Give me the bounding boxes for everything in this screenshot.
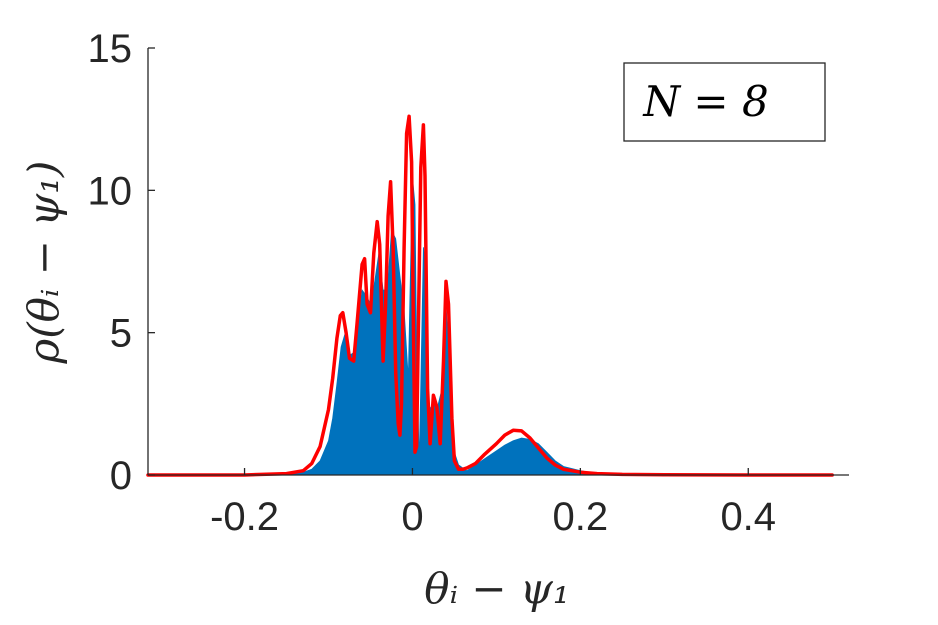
y-tick-label: 0 — [110, 454, 132, 498]
legend-annotation: N = 8 — [642, 77, 768, 126]
legend: N = 8 — [623, 62, 826, 142]
x-tick-label: 0.2 — [553, 495, 609, 539]
legend-box — [623, 62, 826, 142]
histogram-fill — [148, 176, 849, 476]
x-tick-label: 0 — [401, 495, 423, 539]
x-axis-label: θᵢ − ψ₁ — [424, 564, 569, 613]
y-tick-label: 15 — [88, 27, 133, 71]
x-tick-label: 0.4 — [720, 495, 776, 539]
plot-area — [146, 114, 849, 477]
y-tick-label: 10 — [88, 169, 133, 213]
density-curve — [146, 114, 834, 477]
axes: -0.2 0 0.2 0.4 0 5 10 15 — [88, 27, 849, 539]
x-tick-label: -0.2 — [210, 495, 279, 539]
y-axis-label: ρ(θᵢ − ψ₁) — [19, 161, 68, 365]
y-tick-label: 5 — [110, 312, 132, 356]
